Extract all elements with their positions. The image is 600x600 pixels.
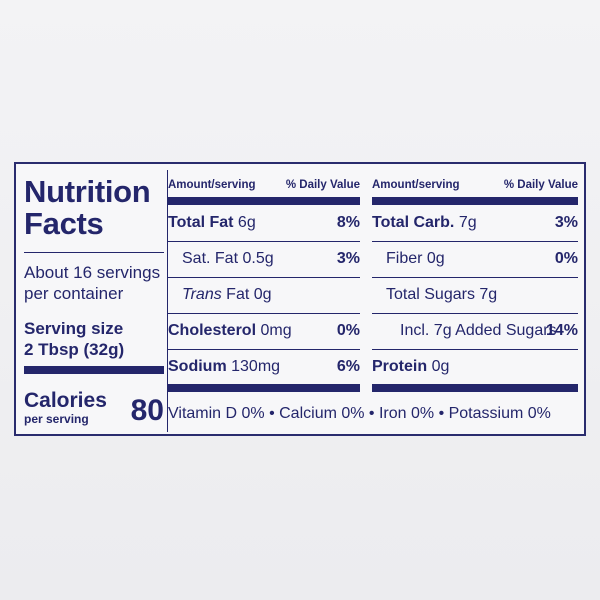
- nutrient-daily-value: 0%: [554, 250, 578, 267]
- serving-size: Serving size 2 Tbsp (32g): [24, 318, 164, 360]
- nutrient-row: Sat. Fat 0.5g 3%: [168, 246, 360, 272]
- divider-thick: [24, 366, 164, 374]
- amount-serving-header: Amount/serving: [168, 179, 256, 191]
- nutrient-name: Protein 0g: [372, 354, 449, 380]
- nutrient-label: Cholesterol: [168, 322, 257, 339]
- row-divider: [168, 277, 360, 278]
- row-divider: [168, 349, 360, 350]
- nutrient-label: Protein: [372, 358, 428, 375]
- nutrient-row: Cholesterol 0mg 0%: [168, 318, 360, 344]
- per-serving-label: per serving: [24, 412, 89, 426]
- nutrient-label: Sat. Fat: [182, 250, 239, 267]
- nutrient-name: Fiber 0g: [386, 246, 445, 272]
- nutrient-label: Total Carb.: [372, 214, 455, 231]
- daily-value-header: % Daily Value: [503, 179, 578, 191]
- nutrient-row: Sodium 130mg 6%: [168, 354, 360, 380]
- header-rule: [168, 197, 360, 205]
- vitamins-minerals-line: Vitamin D 0% • Calcium 0% • Iron 0% • Po…: [168, 405, 551, 422]
- nutrient-amount: 0.5g: [238, 250, 274, 267]
- nutrient-daily-value: 6%: [336, 358, 360, 375]
- row-divider: [372, 277, 578, 278]
- nutrient-name: Total Sugars 7g: [386, 282, 497, 308]
- nutrient-row: Total Fat 6g 8%: [168, 210, 360, 236]
- nutrient-name: Incl. 7g Added Sugars: [400, 318, 557, 344]
- row-divider: [372, 349, 578, 350]
- nutrient-label: Fiber: [386, 250, 423, 267]
- nutrient-amount: 7g: [474, 286, 498, 303]
- servings-line-2: per container: [24, 284, 124, 303]
- nutrient-amount: 0mg: [256, 322, 292, 339]
- calories-label: Calories: [24, 389, 107, 412]
- column-bottom-rule: [168, 384, 360, 392]
- nutrient-amount: 6g: [233, 214, 256, 231]
- nutrient-row: Fiber 0g 0%: [372, 246, 578, 272]
- title-line-1: Nutrition: [24, 174, 151, 209]
- nutrition-facts-title: Nutrition Facts: [24, 176, 164, 240]
- nutrient-daily-value: 0%: [336, 322, 360, 339]
- row-divider: [372, 313, 578, 314]
- servings-per-container: About 16 servings per container: [24, 262, 164, 304]
- nutrient-label: Total Fat: [168, 214, 234, 231]
- nutrient-label: Sodium: [168, 358, 227, 375]
- nutrient-row: Total Sugars 7g: [372, 282, 578, 308]
- row-divider: [168, 241, 360, 242]
- amount-serving-header: Amount/serving: [372, 179, 460, 191]
- label-summary: Nutrition Facts About 16 servings per co…: [24, 172, 164, 430]
- nutrient-amount: 130mg: [226, 358, 281, 375]
- nutrient-label: Trans: [182, 286, 222, 303]
- row-divider: [168, 313, 360, 314]
- nutrient-name: Sodium 130mg: [168, 354, 280, 380]
- nutrient-column-1: Amount/serving % Daily Value Total Fat 6…: [168, 164, 360, 438]
- nutrient-row: Incl. 7g Added Sugars 14%: [372, 318, 578, 344]
- nutrient-amount: 0g: [427, 358, 450, 375]
- nutrient-row: Total Carb. 7g 3%: [372, 210, 578, 236]
- header-rule: [372, 197, 578, 205]
- nutrient-daily-value: 8%: [336, 214, 360, 231]
- nutrient-daily-value: 3%: [554, 214, 578, 231]
- nutrient-row: Protein 0g: [372, 354, 578, 380]
- servings-line-1: About 16 servings: [24, 263, 161, 282]
- nutrient-daily-value: 3%: [336, 250, 360, 267]
- divider-thin: [24, 252, 164, 253]
- nutrient-name: Total Carb. 7g: [372, 210, 477, 236]
- daily-value-header: % Daily Value: [285, 179, 360, 191]
- nutrient-daily-value: 14%: [545, 322, 578, 339]
- nutrition-facts-panel: Nutrition Facts About 16 servings per co…: [14, 162, 586, 436]
- nutrient-name: Total Fat 6g: [168, 210, 256, 236]
- column-separator: [167, 170, 168, 432]
- nutrient-label: Incl. 7g Added Sugars: [400, 322, 557, 339]
- nutrient-column-2: Amount/serving % Daily Value Total Carb.…: [372, 164, 578, 438]
- calories-value: 80: [130, 394, 164, 427]
- nutrient-amount: 7g: [454, 214, 477, 231]
- nutrient-name: Trans Fat 0g: [182, 282, 272, 308]
- nutrient-name: Cholesterol 0mg: [168, 318, 292, 344]
- nutrient-name: Sat. Fat 0.5g: [182, 246, 274, 272]
- nutrient-label: Total Sugars: [386, 286, 475, 303]
- nutrient-row: Trans Fat 0g: [168, 282, 360, 308]
- nutrient-amount: 0g: [422, 250, 445, 267]
- serving-size-value: 2 Tbsp (32g): [24, 340, 125, 359]
- row-divider: [372, 241, 578, 242]
- title-line-2: Facts: [24, 206, 104, 241]
- nutrient-amount: Fat 0g: [221, 286, 272, 303]
- column-bottom-rule: [372, 384, 578, 392]
- serving-size-label: Serving size: [24, 319, 124, 338]
